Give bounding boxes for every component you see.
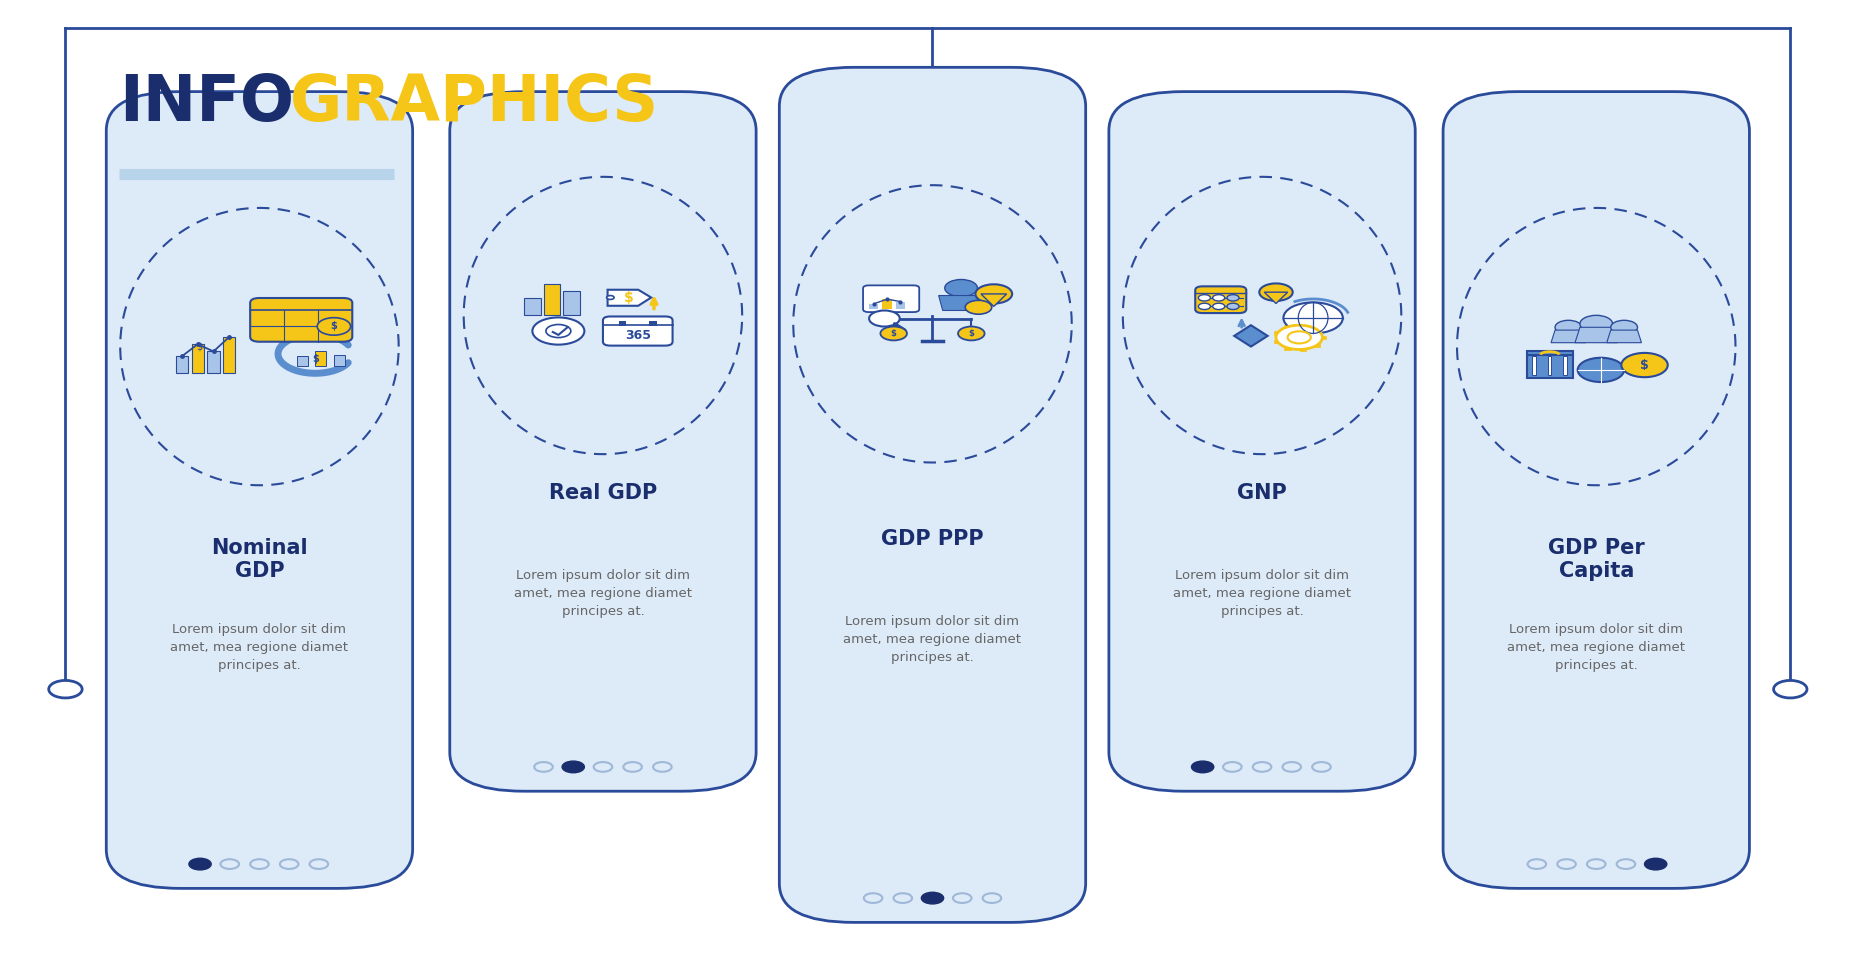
Bar xyxy=(649,320,656,325)
Circle shape xyxy=(1227,295,1238,301)
Circle shape xyxy=(966,300,992,315)
FancyBboxPatch shape xyxy=(1195,286,1245,313)
Circle shape xyxy=(1579,316,1612,332)
Text: GRAPHICS: GRAPHICS xyxy=(291,73,658,134)
Bar xyxy=(542,284,559,316)
Bar xyxy=(563,291,580,316)
Circle shape xyxy=(1620,353,1666,377)
Polygon shape xyxy=(1264,292,1286,304)
Bar xyxy=(869,304,878,310)
Bar xyxy=(334,355,345,366)
Circle shape xyxy=(1286,331,1310,343)
Text: 365: 365 xyxy=(624,329,651,342)
FancyBboxPatch shape xyxy=(1109,91,1415,791)
Bar xyxy=(1299,323,1307,327)
Circle shape xyxy=(531,318,583,345)
Circle shape xyxy=(1212,303,1225,310)
Circle shape xyxy=(606,296,613,300)
Text: $: $ xyxy=(330,321,337,331)
Circle shape xyxy=(1577,358,1624,382)
Circle shape xyxy=(48,680,82,698)
Bar xyxy=(1284,325,1290,328)
Circle shape xyxy=(561,761,583,773)
Text: $: $ xyxy=(1638,359,1648,371)
Bar xyxy=(1312,328,1320,331)
Circle shape xyxy=(1212,295,1225,301)
FancyBboxPatch shape xyxy=(449,91,755,791)
Circle shape xyxy=(188,858,211,870)
Bar xyxy=(1284,346,1290,350)
Bar xyxy=(1299,348,1307,351)
Text: $: $ xyxy=(196,342,201,352)
Bar xyxy=(1318,336,1325,339)
Bar xyxy=(619,320,626,325)
Circle shape xyxy=(1199,303,1210,310)
Polygon shape xyxy=(1575,327,1616,343)
Bar xyxy=(524,299,541,316)
Bar xyxy=(296,356,308,366)
Polygon shape xyxy=(980,294,1007,307)
Text: GDP Per
Capita: GDP Per Capita xyxy=(1547,538,1644,581)
Bar xyxy=(315,351,326,366)
Bar xyxy=(1562,356,1566,375)
Circle shape xyxy=(1275,325,1322,350)
Circle shape xyxy=(1610,320,1637,334)
Circle shape xyxy=(1773,680,1806,698)
Bar xyxy=(1532,356,1536,375)
Bar xyxy=(1312,343,1320,347)
Text: Lorem ipsum dolor sit dim
amet, mea regione diamet
principes at.: Lorem ipsum dolor sit dim amet, mea regi… xyxy=(1172,569,1350,618)
FancyBboxPatch shape xyxy=(779,68,1085,922)
Circle shape xyxy=(1258,283,1292,301)
FancyBboxPatch shape xyxy=(602,317,673,346)
Polygon shape xyxy=(608,290,651,306)
Circle shape xyxy=(958,326,984,340)
Circle shape xyxy=(1199,295,1210,301)
FancyBboxPatch shape xyxy=(1443,91,1748,889)
Circle shape xyxy=(317,318,350,335)
Circle shape xyxy=(880,326,906,340)
Circle shape xyxy=(1191,761,1213,773)
Circle shape xyxy=(921,892,943,904)
Bar xyxy=(1273,340,1281,343)
Circle shape xyxy=(945,279,977,297)
Bar xyxy=(224,337,235,373)
Text: Nominal
GDP: Nominal GDP xyxy=(211,538,308,581)
Polygon shape xyxy=(1234,325,1268,347)
Circle shape xyxy=(546,324,570,337)
Bar xyxy=(1273,331,1281,335)
Text: Lorem ipsum dolor sit dim
amet, mea regione diamet
principes at.: Lorem ipsum dolor sit dim amet, mea regi… xyxy=(1506,623,1685,672)
Bar xyxy=(882,299,891,310)
Circle shape xyxy=(1227,303,1238,310)
Text: $: $ xyxy=(967,329,973,338)
Polygon shape xyxy=(938,296,982,311)
Bar xyxy=(207,352,220,373)
Circle shape xyxy=(1644,858,1666,870)
Bar xyxy=(175,357,188,373)
Text: $: $ xyxy=(311,354,319,364)
Text: Lorem ipsum dolor sit dim
amet, mea regione diamet
principes at.: Lorem ipsum dolor sit dim amet, mea regi… xyxy=(843,614,1021,663)
Circle shape xyxy=(1282,303,1342,333)
FancyBboxPatch shape xyxy=(250,298,352,342)
Text: Lorem ipsum dolor sit dim
amet, mea regione diamet
principes at.: Lorem ipsum dolor sit dim amet, mea regi… xyxy=(514,569,692,618)
Bar xyxy=(192,344,203,373)
Circle shape xyxy=(869,311,898,326)
Text: $: $ xyxy=(624,290,634,305)
FancyBboxPatch shape xyxy=(106,91,412,889)
FancyBboxPatch shape xyxy=(863,285,919,312)
Polygon shape xyxy=(1607,330,1640,343)
Circle shape xyxy=(975,284,1012,304)
Text: INFO: INFO xyxy=(119,73,295,134)
Text: Lorem ipsum dolor sit dim
amet, mea regione diamet
principes at.: Lorem ipsum dolor sit dim amet, mea regi… xyxy=(170,623,349,672)
Text: GNP: GNP xyxy=(1236,483,1286,504)
Bar xyxy=(895,302,904,310)
Polygon shape xyxy=(1551,330,1584,343)
Text: GDP PPP: GDP PPP xyxy=(880,529,984,549)
Text: Real GDP: Real GDP xyxy=(548,483,656,504)
Bar xyxy=(1527,352,1571,378)
Bar xyxy=(1547,356,1551,375)
Circle shape xyxy=(1555,320,1581,334)
Text: $: $ xyxy=(891,329,897,338)
